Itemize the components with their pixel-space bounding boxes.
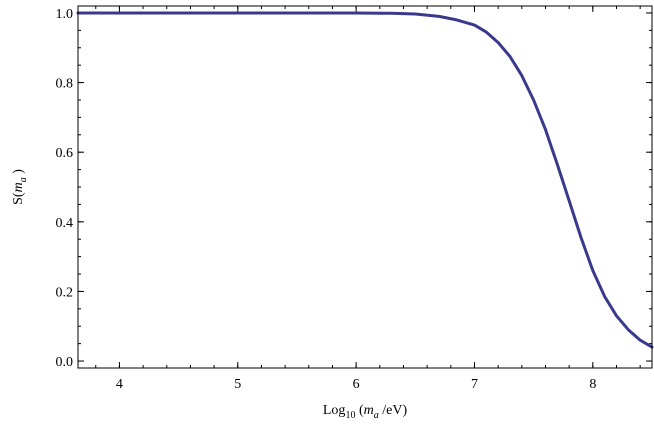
plot-frame	[77, 5, 653, 369]
y-axis-title: S(ma )	[11, 169, 29, 205]
y-tick-label: 0.6	[56, 146, 74, 161]
x-tick-label: 5	[234, 377, 241, 392]
y-tick-label: 0.4	[56, 216, 74, 231]
series-layer	[76, 11, 654, 349]
x-tick-label: 4	[116, 377, 123, 392]
x-tick-label: 7	[471, 377, 478, 392]
x-tick-label: 8	[589, 377, 596, 392]
series-line	[76, 11, 654, 349]
y-tick-label: 0.2	[56, 285, 74, 300]
x-tick-label: 6	[353, 377, 360, 392]
x-axis-title: Log10 (ma /eV)	[323, 403, 408, 421]
y-tick-label: 1.0	[56, 7, 74, 22]
tick-labels: 4 5 6 7 8 0.0 0.2 0.4 0.6 0.8 1.0	[56, 7, 597, 392]
y-tick-label: 0.0	[56, 355, 74, 370]
y-tick-label: 0.8	[56, 77, 74, 92]
